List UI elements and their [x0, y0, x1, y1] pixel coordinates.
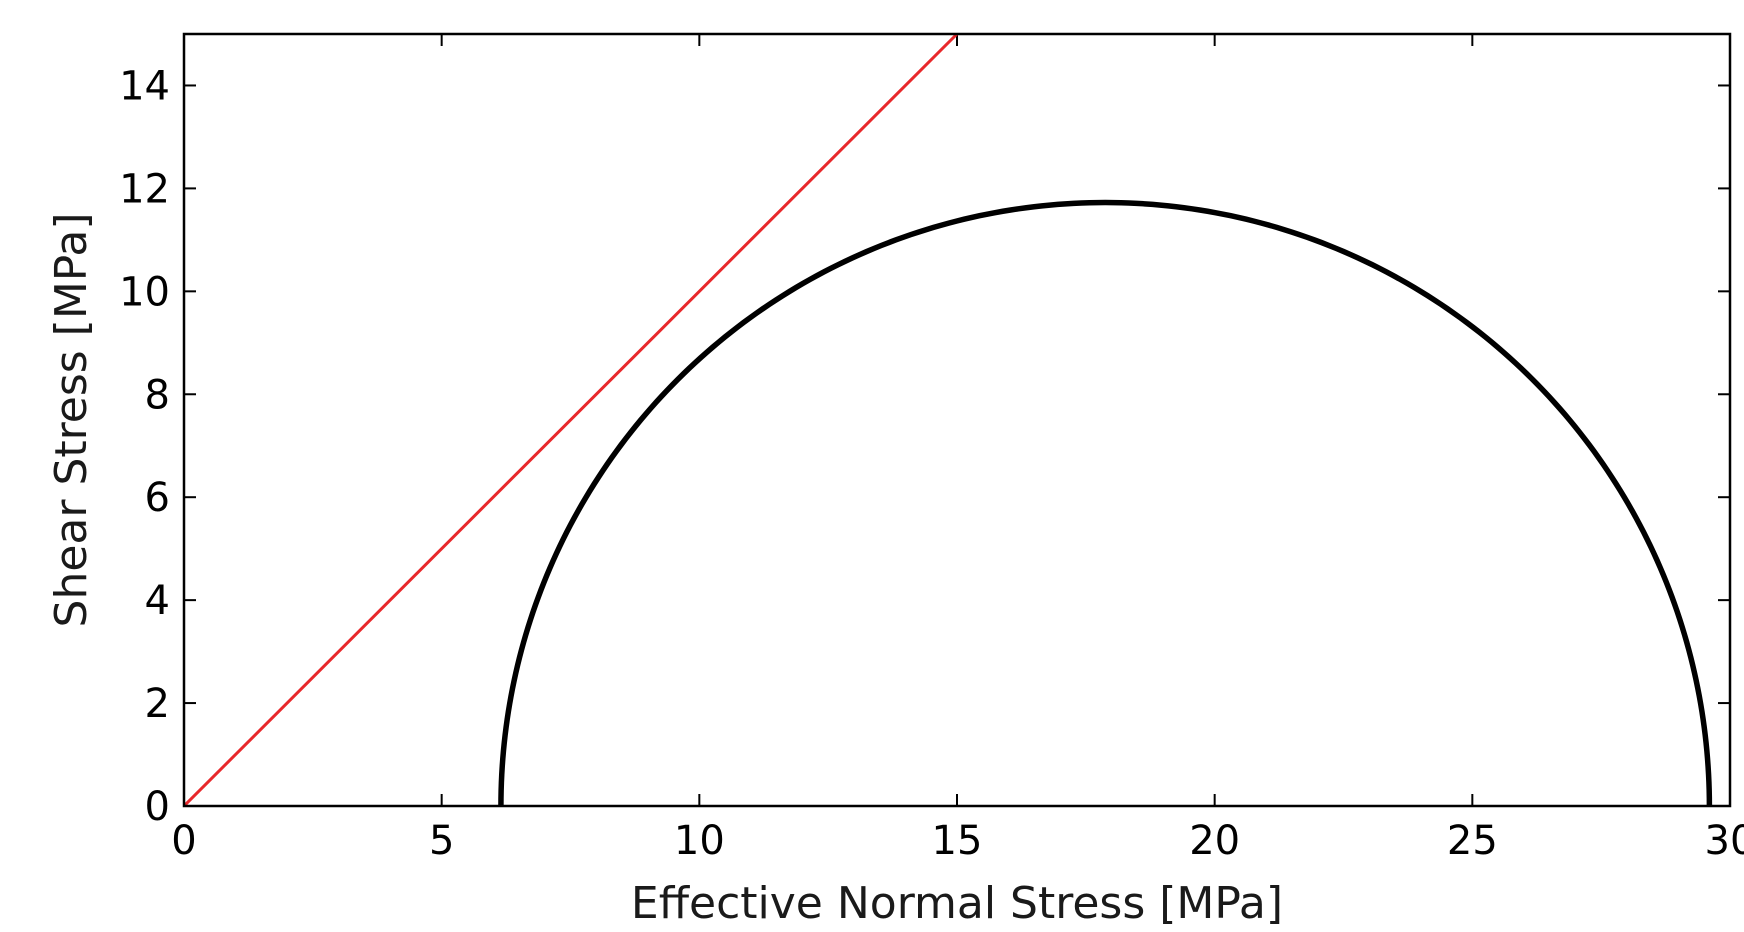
- x-axis-label: Effective Normal Stress [MPa]: [631, 878, 1283, 929]
- y-tick-label: 14: [119, 63, 170, 109]
- x-tick-label: 25: [1447, 818, 1498, 864]
- y-tick-label: 2: [145, 681, 170, 727]
- plot-area: [184, 34, 1730, 806]
- x-tick-label: 20: [1189, 818, 1240, 864]
- series-layer: [184, 34, 1713, 806]
- y-tick-label: 4: [145, 578, 170, 624]
- x-tick-label: 5: [429, 818, 454, 864]
- y-tick-label: 10: [119, 269, 170, 315]
- x-tick-label: 10: [674, 818, 725, 864]
- y-tick-label: 0: [145, 784, 170, 830]
- y-tick-label: 8: [145, 372, 170, 418]
- x-axis-tick-labels: 0 5 10 15 20 25 30: [171, 818, 1744, 864]
- y-axis-label: Shear Stress [MPa]: [46, 213, 97, 628]
- x-tick-label: 30: [1705, 818, 1744, 864]
- plot-frame: [182, 32, 1732, 808]
- mohr-circle: [498, 199, 1713, 806]
- y-axis-ticks: [184, 84, 1730, 807]
- failure-envelope-line: [184, 34, 959, 806]
- y-axis-tick-labels: 0 2 4 6 8 10 12 14: [119, 63, 170, 830]
- y-tick-label: 12: [119, 166, 170, 212]
- x-tick-label: 15: [932, 818, 983, 864]
- x-tick-label: 0: [171, 818, 196, 864]
- y-tick-label: 6: [145, 475, 170, 521]
